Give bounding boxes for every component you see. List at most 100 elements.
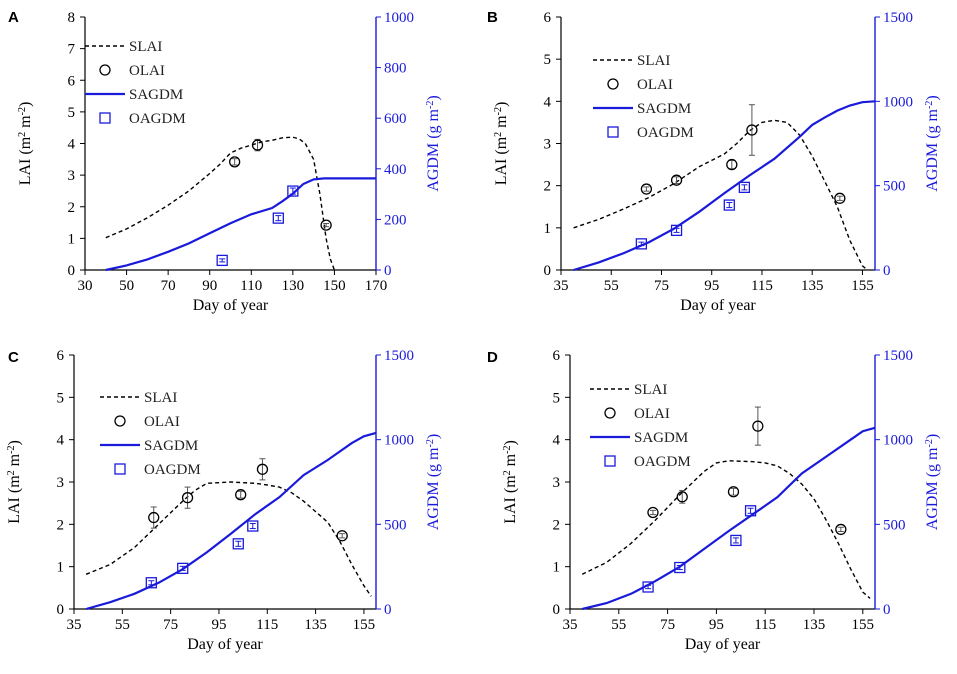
legend-symbol-olai: [604, 407, 616, 419]
series-olai-point: [676, 491, 688, 503]
y2-tick-label: 1000: [384, 10, 414, 26]
series-olai-point: [752, 420, 764, 432]
series-olai-point: [148, 511, 160, 524]
y2-tick-label: 1500: [883, 348, 913, 364]
x-tick-label: 115: [256, 617, 278, 633]
legend: SLAI OLAI SAGDM OAGDM: [593, 53, 694, 141]
legend-label: OLAI: [637, 77, 673, 93]
y-tick-label: 4: [553, 433, 561, 449]
legend: SLAI OLAI SAGDM OAGDM: [590, 382, 691, 470]
legend-label: OAGDM: [637, 125, 694, 141]
y-tick-label: 1: [57, 560, 65, 576]
series-oagdm-point: [177, 562, 189, 575]
x-tick-label: 150: [323, 278, 346, 294]
series-olai-point: [670, 174, 683, 186]
x-tick-label: 35: [67, 617, 82, 633]
x-tick-label: 115: [751, 278, 773, 294]
legend-symbol-olai: [99, 64, 111, 76]
legend-label: SLAI: [129, 39, 162, 55]
series-olai-point: [640, 183, 653, 195]
series-olai-point: [647, 506, 659, 519]
y-tick-label: 6: [68, 73, 76, 89]
y2-tick-label: 200: [384, 212, 407, 228]
x-axis-title: Day of year: [193, 297, 269, 314]
legend-label: SAGDM: [144, 438, 198, 454]
x-tick-label: 95: [709, 617, 724, 633]
y-tick-label: 0: [57, 602, 65, 618]
x-tick-label: 70: [161, 278, 176, 294]
series-oagdm-point: [635, 238, 648, 250]
y-tick-label: 4: [57, 433, 65, 449]
series-oagdm-point: [145, 577, 157, 589]
series-oagdm-point: [744, 505, 757, 517]
y-tick-label: 5: [57, 390, 65, 406]
y-tick-label: 2: [544, 179, 552, 195]
series-olai-point: [835, 523, 847, 536]
y-tick-label: 4: [68, 137, 76, 153]
y2-tick-label: 500: [384, 517, 407, 533]
series-slai-line: [105, 136, 336, 271]
y2-tick-label: 0: [384, 263, 392, 279]
y-tick-label: 0: [544, 263, 552, 279]
y2-tick-label: 600: [384, 111, 407, 127]
y2-tick-label: 800: [384, 61, 407, 77]
y2-axis-title: AGDM (g m-2): [924, 434, 942, 530]
x-tick-label: 50: [119, 278, 134, 294]
y2-axis-title: AGDM (g m-2): [425, 434, 443, 530]
series-oagdm-point: [670, 224, 683, 237]
y-tick-label: 0: [553, 602, 561, 618]
legend: SLAI OLAI SAGDM OAGDM: [100, 390, 201, 478]
y-tick-label: 5: [553, 390, 561, 406]
y2-axis-title: AGDM (g m-2): [924, 95, 942, 191]
series-oagdm-point: [287, 185, 299, 197]
y-tick-label: 7: [68, 42, 76, 58]
series-oagdm-point: [272, 212, 284, 224]
x-tick-label: 35: [554, 278, 569, 294]
series-olai-point: [181, 492, 194, 504]
panel-letter: C: [8, 349, 19, 366]
x-tick-label: 95: [704, 278, 719, 294]
series-olai-point: [235, 489, 247, 501]
legend-label: OLAI: [129, 63, 165, 79]
y-tick-label: 5: [68, 105, 76, 121]
x-tick-label: 95: [211, 617, 226, 633]
y-tick-label: 3: [57, 475, 65, 491]
legend-label: OAGDM: [634, 454, 691, 470]
panel-c: C 35 55 75 95 115 135 155 0 1 2 3 4 5 6 0 500 1000 1500 Day…: [6, 348, 443, 653]
legend-label: SLAI: [637, 53, 670, 69]
y2-tick-label: 500: [883, 517, 906, 533]
legend-label: OAGDM: [129, 111, 186, 127]
y2-tick-label: 1500: [384, 348, 414, 364]
series-olai-point: [746, 124, 758, 136]
y2-tick-label: 0: [883, 263, 891, 279]
x-tick-label: 155: [851, 278, 874, 294]
y-tick-label: 8: [68, 10, 76, 26]
legend-symbol-olai: [607, 78, 619, 90]
y-axis-title: LAI (m2 m-2): [6, 440, 24, 524]
y-tick-label: 5: [544, 52, 552, 68]
y-tick-label: 6: [553, 348, 561, 364]
series-sagdm-line: [105, 177, 376, 272]
series-oagdm-point: [216, 254, 228, 267]
y-tick-label: 6: [57, 348, 65, 364]
x-tick-label: 135: [801, 278, 824, 294]
x-tick-label: 170: [365, 278, 388, 294]
series-olai-point: [229, 156, 241, 168]
y-tick-label: 1: [553, 560, 561, 576]
series-olai-point: [726, 158, 738, 171]
y-tick-label: 2: [68, 200, 76, 216]
x-tick-label: 110: [240, 278, 262, 294]
series-slai-line: [85, 481, 372, 597]
y-axis-title: LAI (m2 m-2): [17, 102, 35, 186]
series-oagdm-point: [738, 181, 751, 194]
panel-a: A30 50 70 90 110 130 150 1700123456780200400600…: [8, 9, 442, 314]
series-oagdm-point: [730, 534, 742, 547]
series-oagdm-point: [247, 520, 259, 532]
x-axis-title: Day of year: [187, 636, 263, 653]
y-tick-label: 4: [544, 94, 552, 110]
y2-tick-label: 500: [883, 179, 906, 195]
y2-tick-label: 1500: [883, 10, 913, 26]
panel-letter: D: [487, 349, 498, 366]
x-tick-label: 55: [115, 617, 130, 633]
